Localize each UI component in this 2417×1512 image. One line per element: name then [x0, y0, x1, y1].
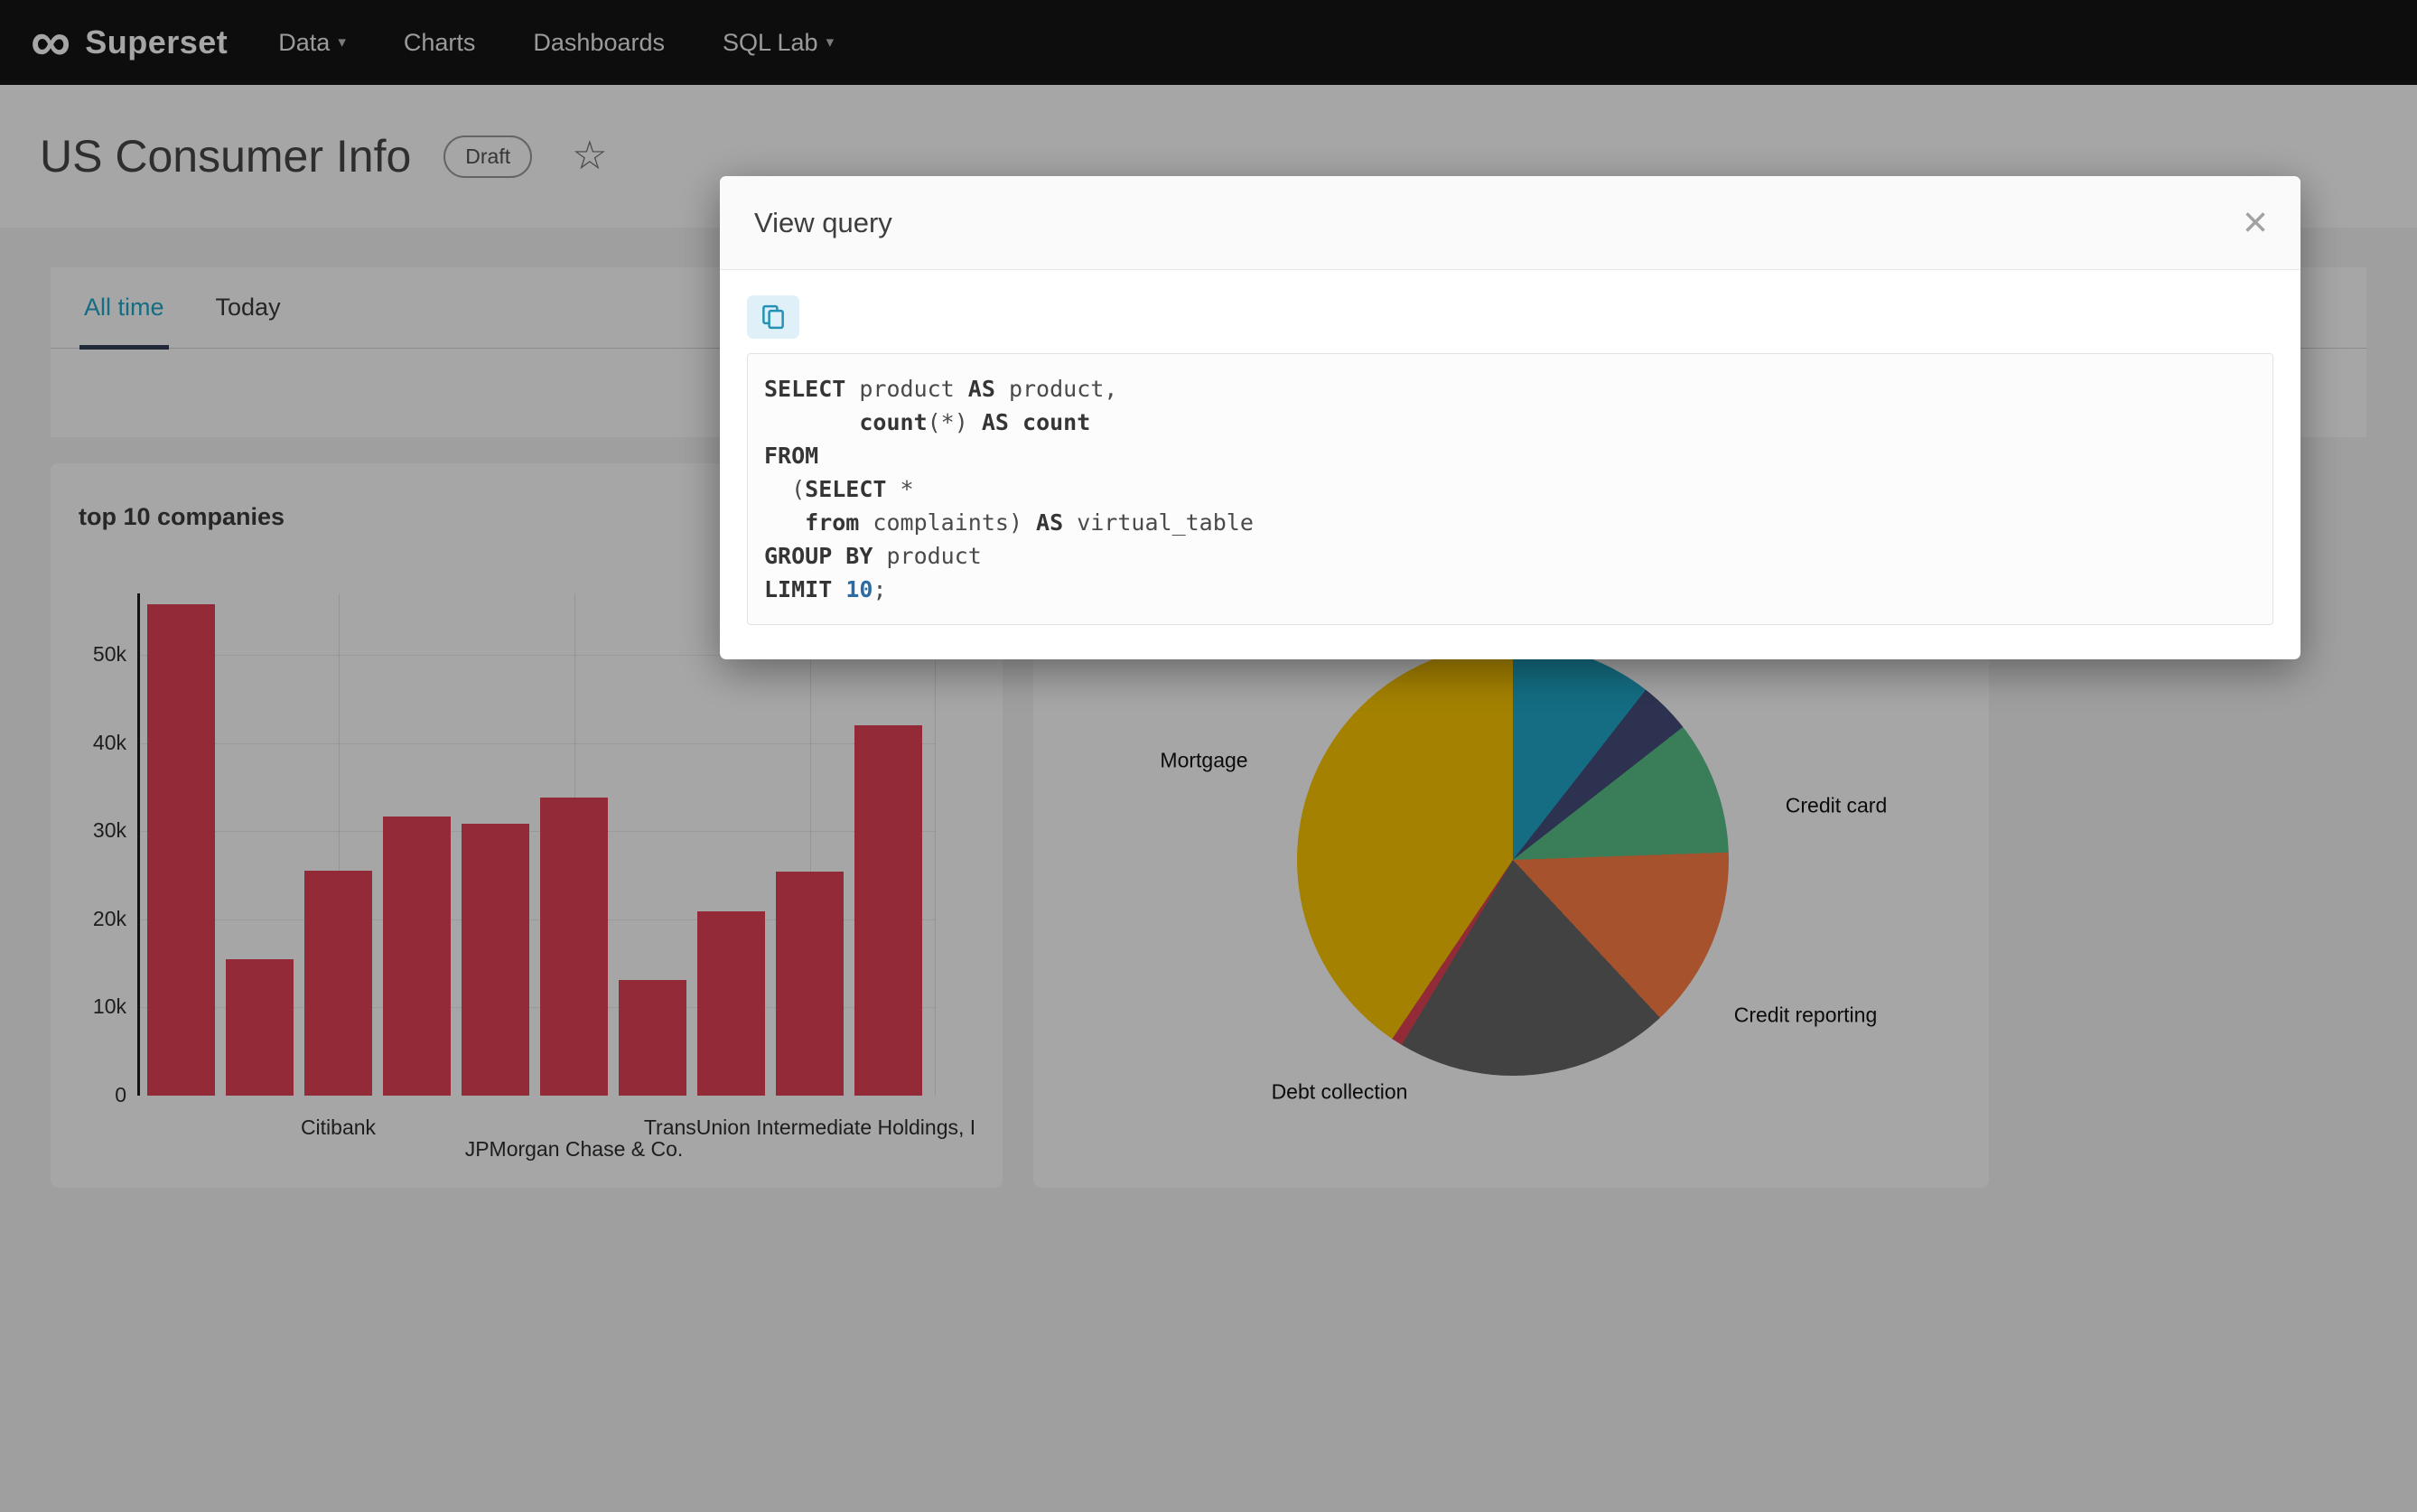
pie-slice-label: Mortgage — [1160, 748, 1248, 772]
gridline-horizontal — [140, 831, 935, 833]
bar-10[interactable] — [854, 725, 922, 1096]
top-navbar: ∞ Superset Data ▾ Charts Dashboards SQL … — [0, 0, 2417, 85]
tab-today[interactable]: Today — [215, 294, 281, 321]
sql-code-line: count(*) AS count — [859, 409, 1091, 435]
bar-8[interactable] — [697, 911, 765, 1096]
y-axis-tick-label: 50k — [92, 642, 126, 667]
bar-chart-title: top 10 companies — [79, 503, 285, 530]
bar-5[interactable] — [462, 823, 529, 1096]
x-axis-tick-label: JPMorgan Chase & Co. — [464, 1137, 684, 1161]
copy-query-button[interactable] — [747, 295, 799, 339]
modal-title: View query — [754, 206, 892, 238]
modal-body: SELECT product AS product, count(*) AS c… — [720, 270, 2300, 659]
tab-all-time[interactable]: All time — [79, 267, 169, 350]
y-axis-tick-label: 20k — [92, 906, 126, 930]
x-axis-tick-label: Citibank — [300, 1115, 377, 1139]
bar-7[interactable] — [619, 980, 686, 1096]
gridline-horizontal — [140, 919, 935, 920]
bar-1[interactable] — [147, 603, 215, 1096]
brand-name[interactable]: Superset — [85, 23, 229, 61]
y-axis-tick-label: 0 — [115, 1083, 126, 1106]
nav-item-dashboards-label: Dashboards — [533, 28, 665, 56]
gridline-horizontal — [140, 655, 935, 657]
caret-down-icon: ▾ — [826, 33, 835, 51]
bar-9[interactable] — [776, 872, 844, 1096]
nav-item-charts-label: Charts — [403, 28, 476, 56]
nav-items: Data ▾ Charts Dashboards SQL Lab ▾ — [278, 29, 834, 57]
pie-slice-label: Credit card — [1785, 793, 1888, 817]
sql-query-code[interactable]: SELECT product AS product, count(*) AS c… — [747, 353, 2273, 625]
y-axis-tick-label: 30k — [92, 818, 126, 843]
pie-slice-label: Credit reporting — [1733, 1003, 1878, 1027]
status-badge: Draft — [443, 135, 533, 178]
y-axis-tick-label: 10k — [92, 994, 126, 1019]
nav-item-data-label: Data — [278, 28, 331, 56]
favorite-star-icon[interactable]: ☆ — [572, 134, 608, 178]
nav-item-charts[interactable]: Charts — [404, 29, 476, 57]
nav-item-sql-lab-label: SQL Lab — [722, 28, 818, 56]
bar-3[interactable] — [304, 871, 372, 1096]
nav-item-sql-lab[interactable]: SQL Lab ▾ — [723, 29, 834, 57]
superset-logo-icon[interactable]: ∞ — [31, 11, 71, 74]
view-query-modal: View query × SELECT product AS product, … — [720, 176, 2300, 659]
bar-4[interactable] — [383, 816, 451, 1096]
x-axis-tick-label: TransUnion Intermediate Holdings, I — [643, 1115, 976, 1139]
y-axis-tick-label: 40k — [92, 730, 126, 754]
sql-code-line: (SELECT * — [764, 476, 914, 502]
bar-2[interactable] — [226, 958, 294, 1096]
sql-code-line: GROUP BY product — [764, 543, 982, 569]
nav-item-dashboards[interactable]: Dashboards — [533, 29, 665, 57]
modal-header: View query × — [720, 176, 2300, 270]
gridline-horizontal — [140, 1007, 935, 1009]
copy-clipboard-icon — [762, 304, 784, 330]
sql-code-line: SELECT product AS product, — [764, 376, 1118, 402]
gridline-vertical — [809, 593, 811, 1096]
bar-chart: 0 10k 20k 30k 40k 50k Citibank JPMorgan Chase &… — [51, 463, 1003, 1188]
close-icon[interactable]: × — [2242, 198, 2268, 247]
sql-code-line: from complaints) AS virtual_table — [805, 509, 1254, 536]
pie-slice-label: Debt collection — [1271, 1079, 1408, 1104]
y-axis-line — [137, 593, 140, 1096]
gridline-vertical — [338, 593, 340, 1096]
sql-code-line: LIMIT 10; — [764, 576, 887, 602]
pie-chart[interactable] — [1297, 644, 1729, 1076]
gridline-vertical — [935, 593, 936, 1096]
caret-down-icon: ▾ — [338, 33, 346, 51]
page-title: US Consumer Info — [40, 131, 412, 182]
nav-item-data[interactable]: Data ▾ — [278, 29, 346, 57]
sql-code-line: FROM — [764, 443, 819, 469]
bar-6[interactable] — [540, 798, 608, 1096]
gridline-horizontal — [140, 742, 935, 744]
